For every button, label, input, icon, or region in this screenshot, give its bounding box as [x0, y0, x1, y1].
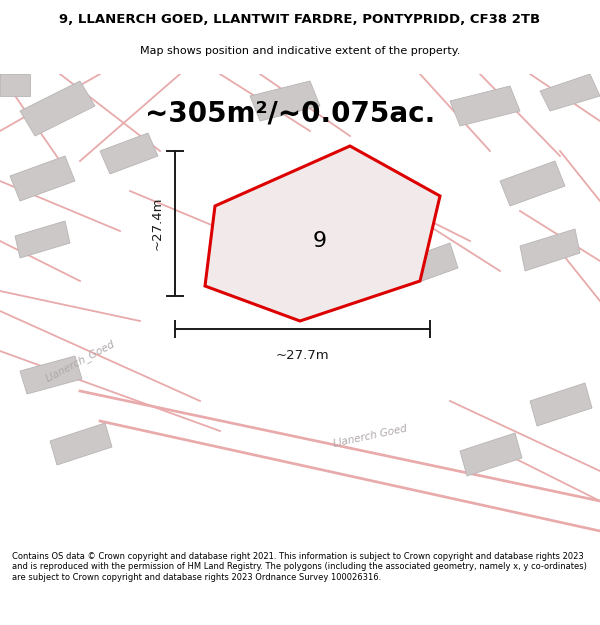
Polygon shape: [10, 156, 75, 201]
Text: Map shows position and indicative extent of the property.: Map shows position and indicative extent…: [140, 46, 460, 56]
Polygon shape: [205, 146, 440, 321]
Polygon shape: [540, 74, 600, 111]
Polygon shape: [0, 74, 30, 96]
Polygon shape: [450, 86, 520, 126]
Polygon shape: [460, 433, 522, 476]
Polygon shape: [400, 243, 458, 286]
Polygon shape: [50, 423, 112, 465]
Text: Llanerch Goed: Llanerch Goed: [332, 423, 408, 449]
Text: ~27.4m: ~27.4m: [151, 197, 163, 250]
Text: 9: 9: [313, 231, 327, 251]
Text: Llanerch_Goed: Llanerch_Goed: [43, 338, 116, 384]
Polygon shape: [100, 133, 158, 174]
Polygon shape: [520, 229, 580, 271]
Text: Contains OS data © Crown copyright and database right 2021. This information is : Contains OS data © Crown copyright and d…: [12, 552, 587, 582]
Text: ~27.7m: ~27.7m: [275, 349, 329, 362]
Polygon shape: [20, 356, 82, 394]
Polygon shape: [500, 161, 565, 206]
Text: ~305m²/~0.075ac.: ~305m²/~0.075ac.: [145, 99, 435, 127]
Polygon shape: [20, 81, 95, 136]
Polygon shape: [15, 221, 70, 258]
Polygon shape: [250, 81, 320, 121]
Polygon shape: [530, 383, 592, 426]
Text: 9, LLANERCH GOED, LLANTWIT FARDRE, PONTYPRIDD, CF38 2TB: 9, LLANERCH GOED, LLANTWIT FARDRE, PONTY…: [59, 13, 541, 26]
